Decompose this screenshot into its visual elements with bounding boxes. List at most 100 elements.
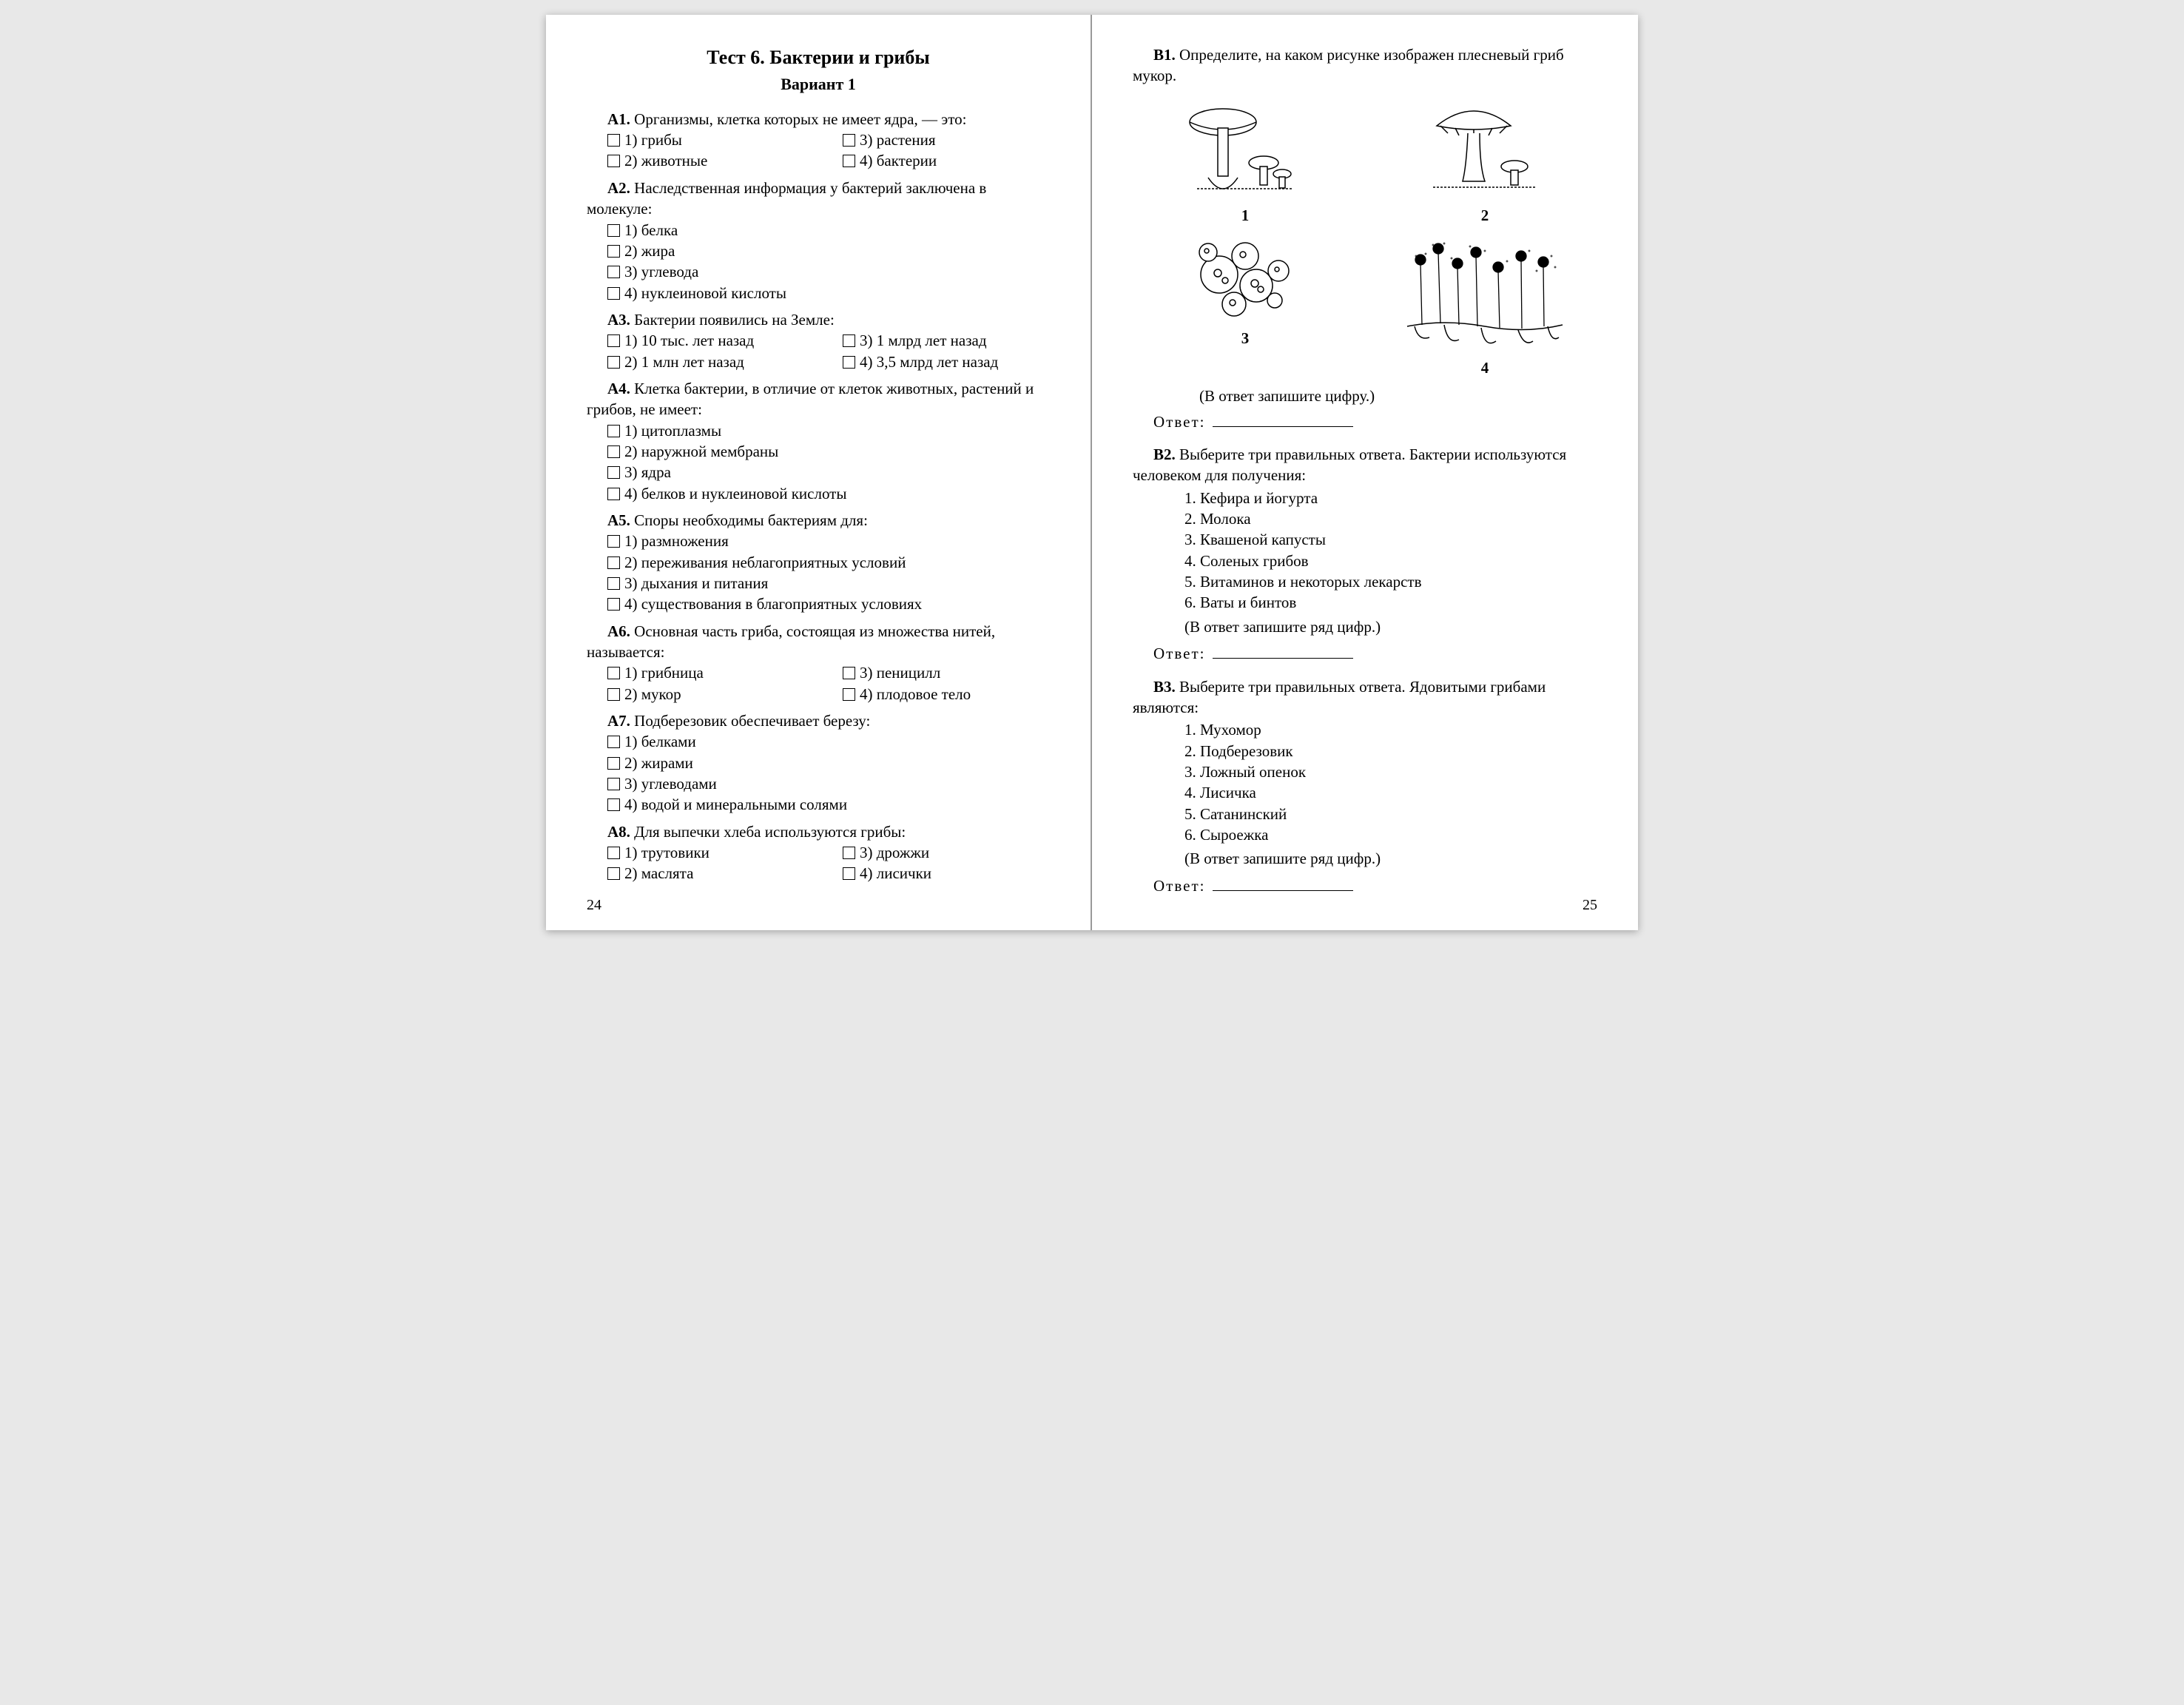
option: 2) жира — [587, 241, 1050, 261]
question-label: А6. — [607, 622, 634, 640]
checkbox[interactable] — [843, 667, 855, 679]
checkbox[interactable] — [843, 356, 855, 369]
variant-label: Вариант 1 — [587, 73, 1050, 95]
option: 1) грибы — [587, 130, 815, 150]
option-text: 1) грибы — [624, 130, 682, 150]
checkbox[interactable] — [607, 757, 620, 770]
figure-4-label: 4 — [1400, 357, 1570, 378]
questions-a-container: А1. Организмы, клетка которых не имеет я… — [587, 109, 1050, 884]
question-body: Основная часть гриба, состоящая из множе… — [587, 622, 995, 661]
list-item: 3. Квашеной капусты — [1184, 529, 1597, 550]
list-item: 2. Подберезовик — [1184, 741, 1597, 761]
checkbox[interactable] — [843, 847, 855, 859]
checkbox[interactable] — [607, 488, 620, 500]
options: 1) белка2) жира3) углевода4) нуклеиновой… — [587, 220, 1050, 303]
option-text: 2) 1 млн лет назад — [624, 352, 744, 372]
option-text: 2) маслята — [624, 863, 693, 884]
options: 1) 10 тыс. лет назад3) 1 млрд лет назад2… — [587, 330, 1050, 372]
checkbox[interactable] — [843, 334, 855, 347]
question-body: Для выпечки хлеба используются грибы: — [634, 823, 906, 841]
checkbox[interactable] — [607, 688, 620, 701]
option: 1) цитоплазмы — [587, 420, 1050, 441]
checkbox[interactable] — [607, 847, 620, 859]
b1-answer-blank[interactable] — [1213, 411, 1353, 427]
list-item: 1. Кефира и йогурта — [1184, 488, 1597, 508]
figure-1-label: 1 — [1182, 205, 1308, 226]
figure-3-label: 3 — [1182, 328, 1308, 349]
option-text: 1) цитоплазмы — [624, 420, 721, 441]
b3-hint: (В ответ запишите ряд цифр.) — [1133, 848, 1597, 869]
option-text: 2) мукор — [624, 684, 681, 704]
checkbox[interactable] — [843, 134, 855, 147]
b2-answer: Ответ: — [1133, 643, 1597, 664]
checkbox[interactable] — [843, 155, 855, 167]
checkbox[interactable] — [607, 134, 620, 147]
checkbox[interactable] — [607, 736, 620, 748]
option-text: 4) лисички — [860, 863, 931, 884]
option: 4) 3,5 млрд лет назад — [822, 352, 1050, 372]
question-label: А1. — [607, 110, 634, 128]
list-item: 2. Молока — [1184, 508, 1597, 529]
option-text: 4) плодовое тело — [860, 684, 971, 704]
checkbox[interactable] — [607, 155, 620, 167]
question-text: А6. Основная часть гриба, состоящая из м… — [587, 621, 1050, 663]
question-body: Подберезовик обеспечивает березу: — [634, 712, 870, 730]
b1-hint: (В ответ запишите цифру.) — [1133, 386, 1597, 406]
option: 4) белков и нуклеиновой кислоты — [587, 483, 1050, 504]
option: 1) белка — [587, 220, 1050, 241]
option: 2) животные — [587, 150, 815, 171]
question-b2-label: В2. — [1153, 445, 1176, 463]
option-text: 4) существования в благоприятных условия… — [624, 593, 922, 614]
option-text: 4) 3,5 млрд лет назад — [860, 352, 998, 372]
checkbox[interactable] — [607, 224, 620, 237]
checkbox[interactable] — [607, 867, 620, 880]
option-text: 1) размножения — [624, 531, 729, 551]
checkbox[interactable] — [607, 245, 620, 258]
option-text: 4) белков и нуклеиновой кислоты — [624, 483, 846, 504]
checkbox[interactable] — [607, 667, 620, 679]
checkbox[interactable] — [607, 425, 620, 437]
question-b3-label: В3. — [1153, 678, 1176, 696]
options: 1) грибница3) пеницилл2) мукор4) плодово… — [587, 662, 1050, 704]
question-a2: А2. Наследственная информация у бактерий… — [587, 178, 1050, 303]
checkbox[interactable] — [607, 266, 620, 278]
b3-answer-blank[interactable] — [1213, 875, 1353, 891]
b2-list: 1. Кефира и йогурта2. Молока3. Квашеной … — [1133, 488, 1597, 613]
option: 1) трутовики — [587, 842, 815, 863]
checkbox[interactable] — [607, 287, 620, 300]
checkbox[interactable] — [607, 334, 620, 347]
option: 1) 10 тыс. лет назад — [587, 330, 815, 351]
list-item: 4. Соленых грибов — [1184, 551, 1597, 571]
checkbox[interactable] — [843, 867, 855, 880]
checkbox[interactable] — [607, 598, 620, 611]
question-label: А8. — [607, 823, 634, 841]
checkbox[interactable] — [607, 466, 620, 479]
option-text: 2) жира — [624, 241, 675, 261]
option: 3) дрожжи — [822, 842, 1050, 863]
question-b1-label: В1. — [1153, 46, 1176, 64]
question-label: А3. — [607, 311, 634, 329]
checkbox[interactable] — [607, 356, 620, 369]
checkbox[interactable] — [607, 535, 620, 548]
option: 2) переживания неблагоприятных условий — [587, 552, 1050, 573]
option: 3) растения — [822, 130, 1050, 150]
question-text: А3. Бактерии появились на Земле: — [587, 309, 1050, 330]
question-b1-body: Определите, на каком рисунке изображен п… — [1133, 46, 1564, 84]
option-text: 1) белками — [624, 731, 696, 752]
checkbox[interactable] — [843, 688, 855, 701]
b2-answer-blank[interactable] — [1213, 643, 1353, 659]
option-text: 4) водой и минеральными солями — [624, 794, 847, 815]
options: 1) белками2) жирами3) углеводами4) водой… — [587, 731, 1050, 815]
book-spread: Тест 6. Бактерии и грибы Вариант 1 А1. О… — [546, 15, 1638, 930]
list-item: 5. Сатанинский — [1184, 804, 1597, 824]
checkbox[interactable] — [607, 445, 620, 458]
question-b2: В2. Выберите три правильных ответа. Бакт… — [1133, 444, 1597, 637]
checkbox[interactable] — [607, 556, 620, 569]
checkbox[interactable] — [607, 577, 620, 590]
option-text: 2) переживания неблагоприятных условий — [624, 552, 906, 573]
option: 3) углевода — [587, 261, 1050, 282]
checkbox[interactable] — [607, 778, 620, 790]
question-body: Споры необходимы бактериям для: — [634, 511, 868, 529]
checkbox[interactable] — [607, 798, 620, 811]
page-number-right: 25 — [1583, 895, 1597, 915]
